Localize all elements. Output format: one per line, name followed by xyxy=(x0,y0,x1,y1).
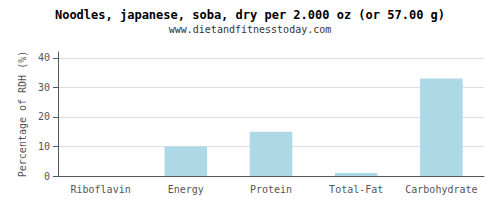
svg-text:Percentage of RDH (%): Percentage of RDH (%) xyxy=(17,51,28,177)
svg-text:0: 0 xyxy=(44,171,50,182)
svg-text:Total-Fat: Total-Fat xyxy=(329,184,383,195)
svg-text:Protein: Protein xyxy=(250,184,292,195)
svg-text:Energy: Energy xyxy=(168,184,204,195)
svg-text:20: 20 xyxy=(38,111,50,122)
svg-text:40: 40 xyxy=(38,52,50,63)
svg-text:Riboflavin: Riboflavin xyxy=(70,184,130,195)
svg-text:30: 30 xyxy=(38,82,50,93)
svg-text:10: 10 xyxy=(38,141,50,152)
svg-text:Noodles, japanese, soba, dry p: Noodles, japanese, soba, dry per 2.000 o… xyxy=(55,8,445,22)
svg-text:Carbohydrate: Carbohydrate xyxy=(405,184,477,195)
svg-text:www.dietandfitnesstoday.com: www.dietandfitnesstoday.com xyxy=(169,24,332,35)
